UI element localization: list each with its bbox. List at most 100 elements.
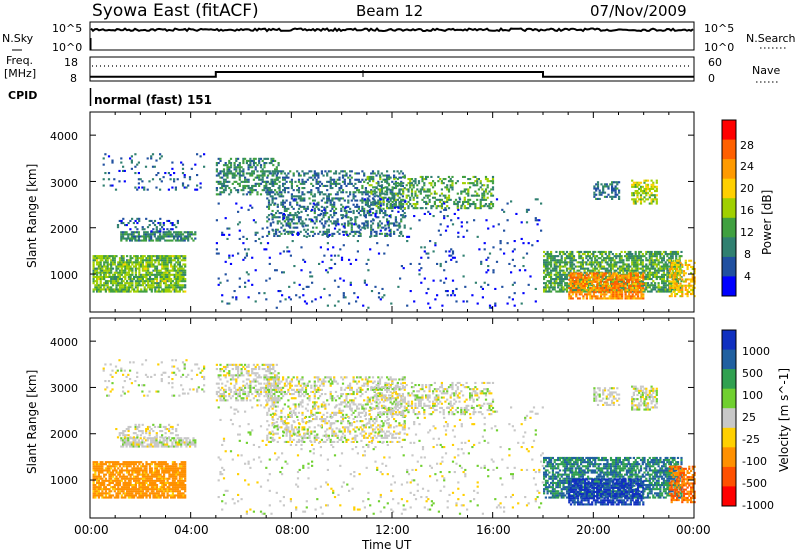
echo-cell — [661, 275, 664, 278]
echo-cell — [313, 170, 316, 173]
echo-cell — [297, 174, 301, 177]
echo-cell — [118, 259, 122, 262]
echo-cell — [389, 222, 392, 225]
echo-cell — [419, 188, 422, 191]
echo-cell — [282, 170, 285, 173]
echo-cell — [591, 287, 594, 290]
echo-cell — [679, 282, 682, 285]
echo-cell — [233, 168, 236, 171]
echo-cell — [370, 230, 373, 233]
echo-cell — [148, 265, 152, 268]
echo-cell — [440, 180, 443, 183]
echo-cell — [180, 255, 183, 258]
echo-cell — [543, 261, 546, 264]
echo-cell — [283, 182, 286, 185]
echo-cell — [423, 182, 426, 185]
echo-cell — [166, 286, 169, 289]
echo-cell — [393, 187, 396, 190]
echo-cell — [185, 231, 188, 234]
echo-cell — [638, 187, 641, 190]
echo-cell — [618, 286, 621, 289]
echo-cell — [217, 283, 220, 286]
echo-cell — [106, 275, 109, 278]
echo-cell — [638, 287, 641, 290]
echo-cell — [343, 180, 346, 183]
echo-cell — [170, 259, 173, 262]
echo-cell — [168, 288, 171, 291]
echo-cell — [632, 181, 635, 184]
echo-cell — [252, 189, 255, 192]
echo-cell — [603, 289, 606, 292]
echo-cell — [320, 218, 323, 221]
echo-cell — [303, 199, 306, 202]
echo-cell — [562, 280, 565, 283]
echo-cell — [572, 255, 576, 258]
echo-cell — [303, 300, 307, 303]
echo-cell — [450, 254, 453, 257]
echo-cell — [603, 293, 606, 296]
echo-cell — [585, 267, 588, 270]
echo-cell — [273, 197, 276, 200]
echo-cell — [393, 205, 396, 208]
echo-cell — [427, 252, 430, 255]
echo-cell — [536, 219, 539, 222]
echo-cell — [333, 212, 336, 215]
echo-cell — [565, 278, 569, 281]
echo-cell — [162, 176, 165, 179]
echo-cell — [308, 234, 311, 237]
echo-cell — [361, 197, 364, 200]
echo-cell — [610, 295, 613, 298]
echo-cell — [607, 193, 610, 196]
echo-cell — [180, 161, 183, 164]
echo-cell — [108, 269, 111, 272]
echo-cell — [619, 293, 622, 296]
echo-cell — [175, 275, 178, 278]
echo-cell — [646, 271, 650, 274]
echo-cell — [224, 180, 227, 183]
echo-cell — [104, 255, 107, 258]
echo-cell — [463, 188, 466, 191]
echo-cell — [244, 180, 247, 183]
echo-cell — [180, 286, 183, 289]
echo-cell — [606, 280, 609, 283]
echo-cell — [626, 297, 629, 300]
echo-cell — [237, 182, 240, 185]
echo-cell — [150, 271, 153, 274]
echo-cell — [115, 267, 118, 270]
echo-cell — [386, 176, 389, 179]
echo-cell — [144, 239, 148, 242]
echo-cell — [646, 267, 650, 270]
echo-cell — [571, 291, 574, 294]
echo-cell — [650, 185, 653, 188]
echo-cell — [536, 240, 539, 243]
echo-cell — [275, 216, 278, 219]
echo-cell — [451, 252, 455, 255]
echo-cell — [184, 269, 187, 272]
echo-cell — [589, 280, 592, 283]
echo-cell — [393, 232, 396, 235]
echo-cell — [585, 278, 588, 281]
echo-cell — [228, 170, 231, 173]
echo-cell — [679, 295, 682, 298]
echo-cell — [648, 255, 651, 258]
echo-cell — [555, 267, 558, 270]
echo-cell — [573, 272, 576, 275]
echo-cell — [361, 226, 364, 229]
echo-cell — [480, 285, 483, 288]
echo-cell — [480, 262, 483, 265]
echo-cell — [659, 257, 662, 260]
echo-cell — [632, 200, 635, 203]
echo-cell — [168, 259, 171, 262]
echo-cell — [141, 226, 144, 229]
echo-cell — [639, 263, 643, 266]
echo-cell — [601, 290, 604, 293]
echo-cell — [633, 291, 636, 294]
echo-cell — [106, 280, 109, 283]
echo-cell — [103, 275, 106, 278]
echo-cell — [322, 197, 325, 200]
echo-cell — [329, 201, 332, 204]
echo-cell — [380, 172, 383, 175]
echo-cell — [491, 186, 495, 189]
echo-cell — [396, 182, 399, 185]
echo-cell — [343, 174, 346, 177]
